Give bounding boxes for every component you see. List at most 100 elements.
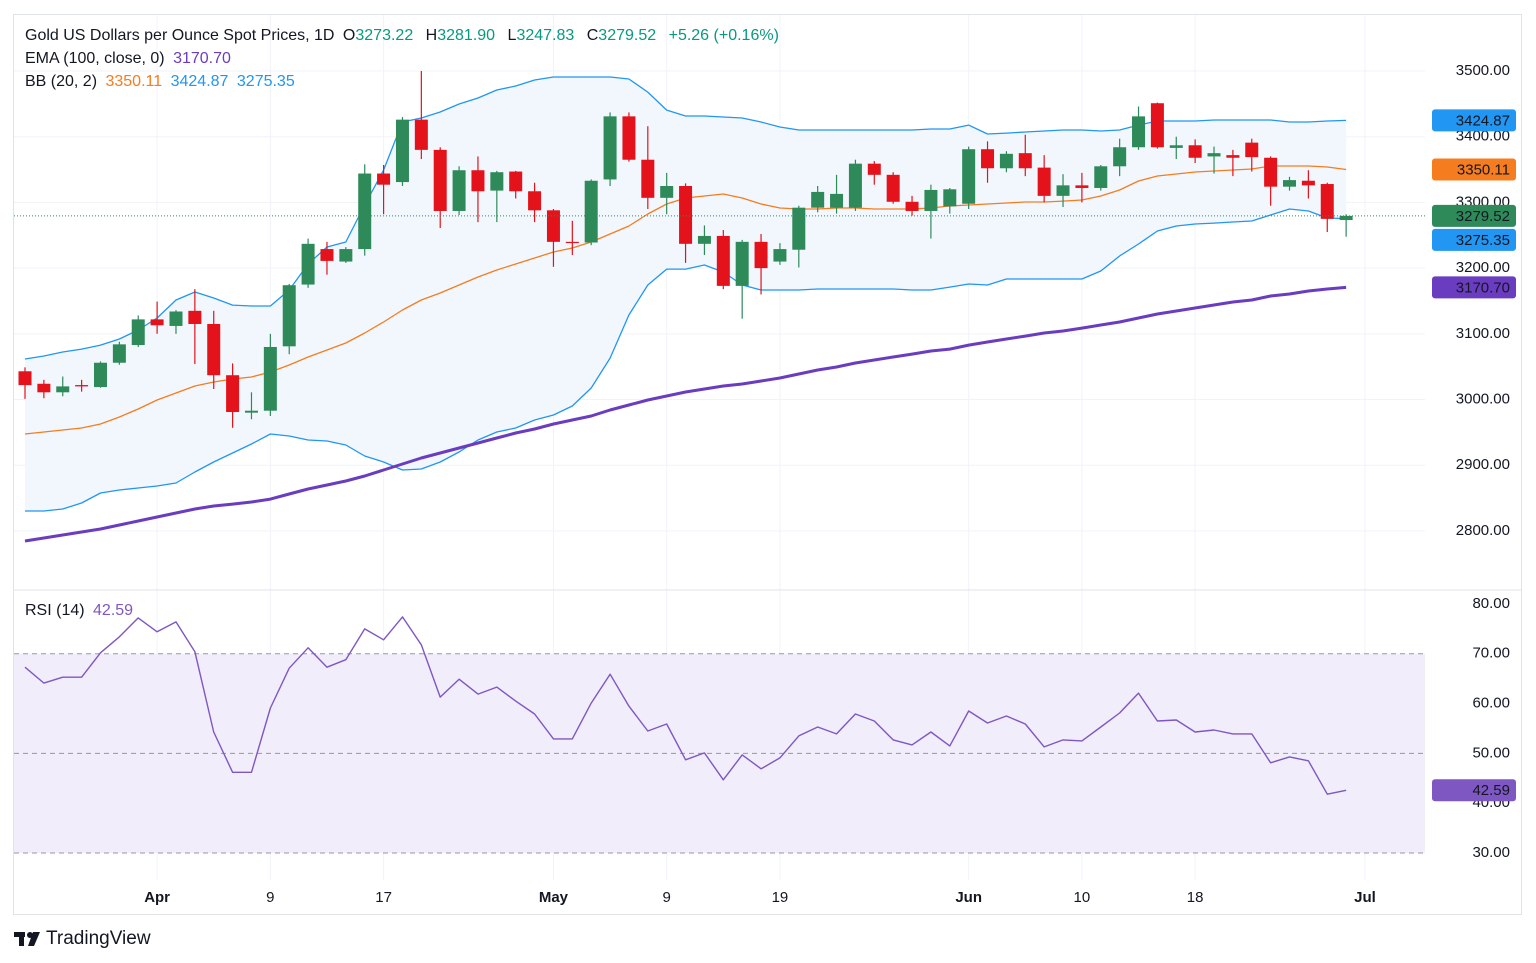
candle-body bbox=[679, 186, 693, 244]
candle-body bbox=[546, 210, 560, 242]
y-tick-label: 30.00 bbox=[1472, 844, 1510, 861]
ohlc-key: C bbox=[586, 27, 599, 44]
change: +5.26 (+0.16%) bbox=[668, 27, 779, 44]
candle-body bbox=[112, 344, 126, 363]
indicator-value: 42.59 bbox=[93, 602, 134, 619]
candle-body bbox=[622, 116, 636, 160]
candle-body bbox=[188, 310, 202, 324]
candle-body bbox=[528, 191, 542, 211]
candle-body bbox=[169, 311, 183, 326]
indicator-name: EMA (100, close, 0) bbox=[25, 50, 165, 67]
y-tick-label: 3100.00 bbox=[1456, 325, 1510, 342]
candle-body bbox=[93, 362, 107, 388]
value-badge-label: 3350.11 bbox=[1457, 161, 1510, 178]
candle-body bbox=[1245, 142, 1259, 158]
y-tick-label: 3000.00 bbox=[1456, 391, 1510, 408]
candle-body bbox=[735, 241, 749, 286]
bb-line bbox=[24, 76, 1347, 360]
x-tick-label: Apr bbox=[144, 889, 170, 906]
candle-body bbox=[584, 180, 598, 243]
value-badge bbox=[1432, 779, 1516, 802]
indicator-value: 3275.35 bbox=[236, 73, 295, 90]
candle-body bbox=[1226, 155, 1240, 158]
candle-body bbox=[792, 207, 806, 250]
y-tick-label: 3200.00 bbox=[1456, 259, 1510, 276]
candle-body bbox=[1018, 153, 1032, 169]
candle-body bbox=[1094, 166, 1108, 188]
candle-body bbox=[282, 285, 296, 347]
value-badge bbox=[1432, 228, 1516, 251]
bb-fill bbox=[25, 77, 1347, 511]
y-tick-label: 70.00 bbox=[1472, 645, 1510, 662]
indicator-value: 3170.70 bbox=[173, 50, 231, 67]
y-tick-label: 50.00 bbox=[1472, 744, 1510, 761]
brand-logo bbox=[14, 932, 40, 946]
candle-body bbox=[452, 170, 466, 211]
x-tick-label: Jul bbox=[1354, 889, 1376, 906]
candle-body bbox=[867, 163, 881, 175]
candle-body bbox=[1113, 147, 1127, 167]
legend-row: BB (20, 2) 3350.11 3424.87 3275.35 bbox=[25, 70, 787, 93]
candle-body bbox=[697, 235, 711, 244]
candle-body bbox=[1132, 116, 1146, 148]
indicator-value: 3424.87 bbox=[170, 73, 229, 90]
candle-body bbox=[943, 189, 957, 207]
bb-line bbox=[25, 208, 1347, 512]
legend-title: Gold US Dollars per Ounce Spot Prices, 1… bbox=[25, 27, 335, 44]
value-badge-label: 42.59 bbox=[1472, 782, 1510, 799]
y-tick-label: 3400.00 bbox=[1456, 128, 1510, 145]
candle-body bbox=[56, 386, 70, 393]
ohlc-value: 3281.90 bbox=[437, 27, 496, 44]
rsi-legend: RSI (14) 42.59 bbox=[25, 599, 137, 622]
ohlc-value: 3247.83 bbox=[516, 27, 575, 44]
legend-row: Gold US Dollars per Ounce Spot Prices, 1… bbox=[25, 24, 787, 47]
logo-part bbox=[19, 932, 24, 946]
indicator-name: BB (20, 2) bbox=[25, 73, 98, 90]
candle-body bbox=[320, 249, 334, 261]
candle-body bbox=[754, 241, 768, 269]
x-tick-label: 19 bbox=[772, 889, 789, 906]
candle-body bbox=[150, 319, 164, 326]
candle-body bbox=[603, 116, 617, 180]
value-badge-label: 3275.35 bbox=[1456, 232, 1510, 249]
candle-body bbox=[1301, 180, 1315, 186]
candle-body bbox=[1075, 185, 1089, 188]
ohlc-value: 3279.52 bbox=[598, 27, 657, 44]
candle-body bbox=[75, 385, 89, 387]
ohlc-value: 3273.22 bbox=[355, 27, 414, 44]
legend-row: EMA (100, close, 0) 3170.70 bbox=[25, 47, 787, 70]
candle-body bbox=[207, 323, 221, 376]
ohlc-key: H bbox=[425, 27, 438, 44]
candle-body bbox=[301, 243, 315, 285]
x-tick-label: 17 bbox=[375, 889, 392, 906]
y-tick-label: 2900.00 bbox=[1456, 456, 1510, 473]
candle-body bbox=[1264, 157, 1278, 187]
x-tick-label: 10 bbox=[1074, 889, 1091, 906]
candle-body bbox=[395, 119, 409, 183]
value-badge bbox=[1432, 204, 1516, 227]
candle-body bbox=[414, 119, 428, 150]
candle-body bbox=[924, 189, 938, 211]
indicator-value: 3350.11 bbox=[105, 73, 163, 90]
candle-body bbox=[565, 241, 579, 244]
y-tick-label: 60.00 bbox=[1472, 695, 1510, 712]
value-badge bbox=[1432, 276, 1516, 299]
candle-body bbox=[848, 163, 862, 208]
x-tick-label: 18 bbox=[1187, 889, 1204, 906]
candle-body bbox=[1339, 215, 1353, 221]
x-tick-label: 9 bbox=[663, 889, 671, 906]
y-tick-label: 80.00 bbox=[1472, 595, 1510, 612]
candle-body bbox=[641, 159, 655, 198]
ohlc-key: L bbox=[507, 27, 517, 44]
brand-name: TradingView bbox=[46, 928, 151, 949]
candle-body bbox=[1320, 184, 1334, 219]
candle-body bbox=[660, 186, 674, 198]
ohlc-key: O bbox=[342, 27, 356, 44]
ema-line bbox=[24, 285, 1347, 543]
candle-body bbox=[339, 249, 353, 262]
indicator-name: RSI (14) bbox=[25, 602, 85, 619]
candle-body bbox=[1283, 180, 1297, 187]
candle-body bbox=[18, 371, 32, 386]
